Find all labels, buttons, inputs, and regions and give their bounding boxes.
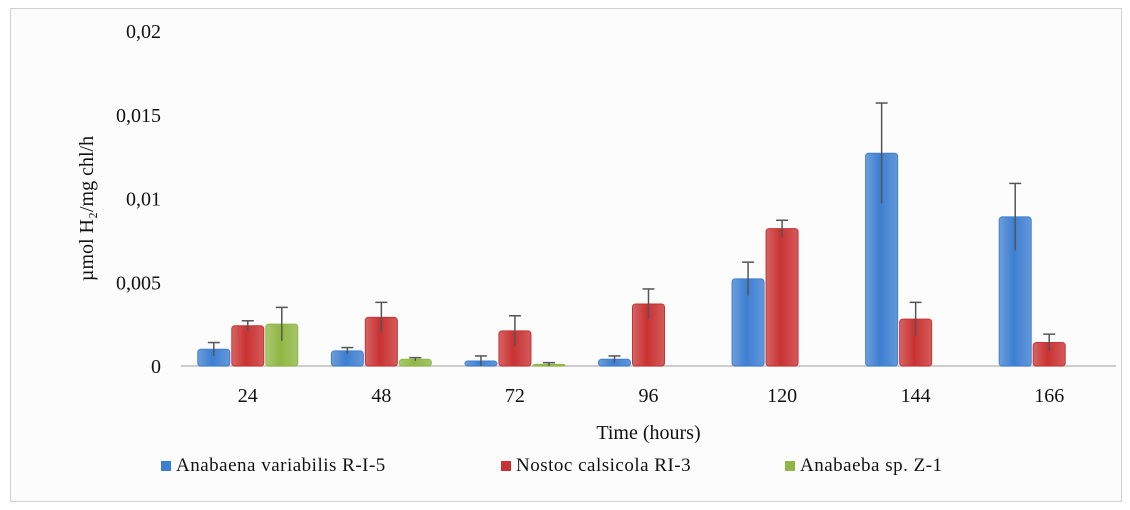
error-bar: [875, 102, 888, 204]
error-bars: [207, 102, 1056, 366]
x-axis-title: Time (hours): [596, 422, 700, 444]
legend-swatch: [161, 461, 171, 471]
legend-label: Nostoc calsicola RI-3: [516, 455, 692, 476]
error-bar: [1043, 333, 1056, 351]
error-bar: [207, 341, 220, 356]
error-bar: [341, 346, 354, 355]
bar: [765, 228, 799, 367]
bars: [197, 152, 1066, 367]
y-axis-title: µmol H₂/mg chl/h: [76, 136, 98, 281]
legend-swatch: [785, 461, 795, 471]
error-bar: [642, 288, 655, 320]
error-bar: [909, 301, 922, 336]
legend-label: Anabaeba sp. Z-1: [800, 455, 943, 476]
error-bar: [375, 301, 388, 333]
chart-frame: 0 0,005 0,01 0,015 0,02 24 48 72 96 120 144 166 Ti…: [10, 8, 1122, 502]
bar: [231, 325, 265, 367]
legend-item: Anabaeba sp. Z-1: [785, 455, 943, 477]
error-bar: [608, 355, 621, 363]
x-tick-label: 96: [639, 385, 659, 407]
y-tick-label: 0: [151, 356, 161, 378]
error-bar: [776, 219, 789, 238]
y-tick-label: 0,005: [116, 272, 161, 294]
error-bar: [409, 356, 422, 361]
legend-label: Anabaena variabilis R-I-5: [176, 455, 386, 476]
legend-item: Nostoc calsicola RI-3: [501, 455, 691, 477]
legend-swatch: [501, 461, 511, 471]
x-tick-label: 72: [505, 385, 525, 407]
legend-item: Anabaena variabilis R-I-5: [161, 455, 386, 477]
error-bar: [474, 355, 487, 366]
error-bar: [275, 306, 288, 341]
error-bar: [1009, 182, 1022, 251]
y-tick-label: 0,02: [126, 21, 161, 43]
y-axis-ticks: 0 0,005 0,01 0,015 0,02: [116, 21, 161, 378]
bar-chart: 0 0,005 0,01 0,015 0,02 24 48 72 96 120 144 166 Ti…: [76, 21, 1116, 444]
error-bar: [542, 361, 555, 366]
error-bar: [508, 315, 521, 346]
y-tick-label: 0,01: [126, 189, 161, 211]
error-bar: [742, 261, 755, 296]
error-bar: [241, 320, 254, 331]
x-axis-ticks: 24 48 72 96 120 144 166: [238, 385, 1064, 407]
x-tick-label: 144: [901, 385, 931, 407]
x-tick-label: 48: [371, 385, 391, 407]
x-tick-label: 120: [767, 385, 797, 407]
y-tick-label: 0,015: [116, 105, 161, 127]
x-tick-label: 24: [238, 385, 258, 407]
x-tick-label: 166: [1034, 385, 1064, 407]
legend: Anabaena variabilis R-I-5 Nostoc calsicol…: [161, 455, 1121, 485]
